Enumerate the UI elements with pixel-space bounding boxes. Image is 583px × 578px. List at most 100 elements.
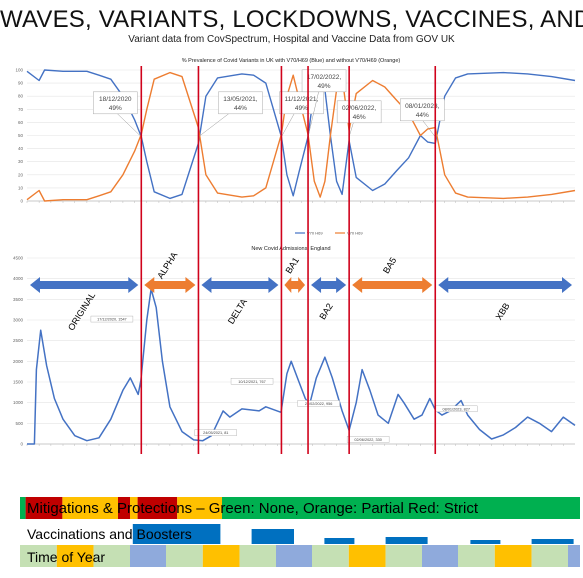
variant-callout-box bbox=[218, 91, 263, 115]
variants-y-tick: 40 bbox=[18, 146, 24, 151]
vaccination-bar bbox=[385, 537, 428, 544]
time-of-year-label: Time of Year bbox=[27, 549, 106, 565]
variant-arrow bbox=[284, 277, 306, 293]
variant-callout-value: 44% bbox=[234, 105, 247, 112]
admissions-y-tick: 1000 bbox=[13, 400, 24, 405]
variant-label-delta: DELTA bbox=[226, 297, 249, 326]
season-segment-spring bbox=[166, 545, 203, 567]
season-segment-spring bbox=[458, 545, 495, 567]
season-segment-summer bbox=[494, 545, 532, 567]
season-segment-autumn bbox=[239, 545, 276, 567]
admission-callout-text: 24/05/2021, 81 bbox=[203, 431, 228, 435]
mitigation-segment bbox=[20, 497, 26, 519]
vaccination-bar bbox=[251, 529, 294, 544]
admission-callout-box bbox=[346, 436, 390, 443]
admissions-y-tick: 4000 bbox=[13, 276, 24, 281]
variant-arrow bbox=[30, 277, 139, 293]
season-segment-spring bbox=[20, 545, 57, 567]
season-segment-spring bbox=[312, 545, 349, 567]
variant-label-original: ORIGINAL bbox=[66, 291, 97, 333]
season-segment-autumn bbox=[531, 545, 568, 567]
variants-y-tick: 50 bbox=[18, 133, 24, 138]
mitigation-segment bbox=[130, 497, 138, 519]
admission-callout-box bbox=[230, 378, 274, 385]
vaccination-bar bbox=[324, 538, 355, 544]
variant-label-ba2: BA2 bbox=[317, 302, 334, 322]
variant-label-xbb: XBB bbox=[494, 301, 512, 322]
variants-y-tick: 80 bbox=[18, 94, 24, 99]
admissions-y-tick: 1500 bbox=[13, 380, 24, 385]
variant-callout-value: 49% bbox=[295, 105, 308, 112]
variants-y-tick: 60 bbox=[18, 120, 24, 125]
variant-callout-value: 44% bbox=[416, 112, 429, 119]
season-segment-winter bbox=[130, 545, 166, 567]
page-subtitle: Variant data from CovSpectrum, Hospital … bbox=[128, 34, 455, 45]
variant-arrow bbox=[311, 277, 347, 293]
legend-label-without: V70 H69 bbox=[347, 231, 363, 236]
vaccination-bar bbox=[470, 540, 501, 544]
variant-callout-box bbox=[400, 98, 445, 122]
admission-callout-box bbox=[90, 315, 134, 323]
variant-callout-box bbox=[93, 91, 138, 115]
variants-series-with bbox=[26, 69, 576, 200]
variant-callout-box bbox=[279, 91, 324, 115]
variants-y-tick: 100 bbox=[15, 68, 23, 73]
variant-callout-date: 08/01/2023, bbox=[405, 103, 440, 110]
vaccination-label: Vaccinations and Boosters bbox=[27, 526, 192, 542]
variant-callout-date: 18/12/2020 bbox=[99, 96, 132, 103]
season-segment-winter bbox=[422, 545, 458, 567]
season-segment-autumn bbox=[93, 545, 130, 567]
mitigation-segment bbox=[62, 497, 118, 519]
page-title: WAVES, VARIANTS, LOCKDOWNS, VACCINES, AN… bbox=[0, 6, 583, 33]
variants-y-tick: 20 bbox=[18, 172, 24, 177]
variants-chart-title: % Prevalence of Covid Variants in UK wit… bbox=[182, 58, 401, 64]
variant-label-alpha: ALPHA bbox=[155, 250, 179, 280]
variant-callout-value: 49% bbox=[109, 105, 122, 112]
season-segment-summer bbox=[348, 545, 386, 567]
variant-label-ba5: BA5 bbox=[381, 256, 398, 276]
admissions-y-tick: 3000 bbox=[13, 318, 24, 323]
admissions-y-tick: 0 bbox=[20, 442, 23, 447]
mitigation-label: Mitigations & Protections – Green: None,… bbox=[27, 500, 479, 517]
mitigation-segment bbox=[137, 497, 178, 519]
variants-y-tick: 70 bbox=[18, 107, 24, 112]
mitigation-segment bbox=[177, 497, 222, 519]
variant-callout-value: 49% bbox=[318, 83, 331, 90]
admissions-chart-title: New Covid Admissions, England bbox=[251, 246, 330, 252]
variant-arrow bbox=[438, 277, 572, 293]
season-segment-summer bbox=[56, 545, 94, 567]
admissions-y-tick: 4500 bbox=[13, 256, 24, 261]
admissions-y-tick: 2000 bbox=[13, 359, 24, 364]
admission-callout-text: 10/12/2021, 767 bbox=[238, 380, 265, 384]
season-segment-autumn bbox=[385, 545, 422, 567]
admission-callout-text: 02/06/2022, 330 bbox=[354, 438, 381, 442]
variant-callout-value: 46% bbox=[353, 114, 366, 121]
season-segment-summer bbox=[202, 545, 240, 567]
variant-callout-date: 11/12/2021, bbox=[284, 96, 318, 103]
variants-y-tick: 30 bbox=[18, 159, 24, 164]
variant-callout-date: 02/06/2022, bbox=[342, 105, 377, 112]
variant-callout-date: 17/02/2022, bbox=[307, 74, 342, 81]
admissions-series bbox=[27, 288, 576, 445]
variants-y-tick: 0 bbox=[20, 199, 23, 204]
admission-callout-box bbox=[194, 429, 237, 436]
variant-label-ba1: BA1 bbox=[283, 256, 300, 276]
admission-callout-box bbox=[297, 400, 340, 407]
season-segment-winter bbox=[568, 545, 580, 567]
variant-callout-date: 13/05/2021, bbox=[223, 96, 258, 103]
variant-arrow bbox=[352, 277, 433, 293]
mitigation-segment bbox=[222, 497, 580, 519]
admission-callout-text: 08/01/2023, 827 bbox=[443, 407, 470, 411]
admissions-y-tick: 500 bbox=[15, 421, 23, 426]
variant-callout-box bbox=[336, 100, 382, 124]
variant-arrow bbox=[201, 277, 279, 293]
mitigation-segment bbox=[118, 497, 130, 519]
admission-callout-text: 21/02/2022, 956 bbox=[305, 402, 332, 406]
variants-y-tick: 10 bbox=[18, 185, 24, 190]
variant-arrow bbox=[144, 277, 196, 293]
vaccination-bar bbox=[531, 539, 574, 544]
admissions-y-tick: 2500 bbox=[13, 338, 24, 343]
season-segment-winter bbox=[276, 545, 312, 567]
variant-callout-box bbox=[301, 69, 347, 93]
